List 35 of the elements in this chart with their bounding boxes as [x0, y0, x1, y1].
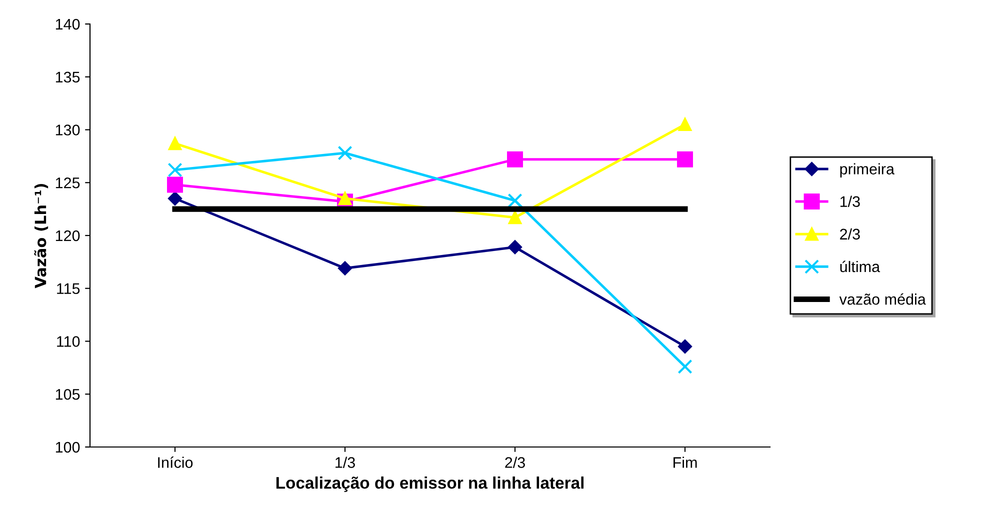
x-tick-label: Fim — [674, 456, 697, 468]
point — [678, 118, 692, 132]
point — [167, 176, 183, 193]
y-tick-label: 105 — [56, 388, 80, 400]
x-tick-label: Início — [158, 456, 193, 468]
x-axis-title: Localização do emissor na linha lateral — [276, 476, 584, 492]
x-tick-label: 2/3 — [505, 456, 525, 468]
point — [338, 261, 352, 276]
point — [507, 151, 523, 168]
y-tick-label: 130 — [56, 124, 80, 136]
point — [168, 192, 182, 206]
y-tick-label: 110 — [57, 336, 80, 347]
point — [508, 193, 522, 208]
y-tick-label: 135 — [56, 72, 80, 83]
legend-label: primeira — [840, 163, 894, 178]
point — [678, 340, 692, 354]
y-tick-label: 125 — [56, 177, 80, 188]
y-tick-label: 140 — [56, 18, 80, 30]
point — [338, 146, 352, 160]
legend-label: última — [840, 260, 880, 272]
point — [338, 192, 352, 206]
y-axis-title: Vazão (Lh⁻¹) — [34, 184, 48, 288]
point — [677, 151, 693, 168]
point — [508, 240, 522, 254]
point — [678, 359, 692, 374]
point — [168, 162, 182, 178]
legend-label: 2/3 — [840, 228, 860, 240]
point — [168, 136, 182, 150]
x-tick-label: 1/3 — [336, 456, 355, 468]
legend-label: 1/3 — [840, 196, 860, 208]
point — [508, 210, 522, 224]
y-tick-label: 120 — [56, 230, 80, 242]
y-tick-label: 115 — [57, 283, 80, 294]
legend-label: vazão média — [839, 293, 926, 305]
y-tick-label: 100 — [56, 442, 80, 453]
